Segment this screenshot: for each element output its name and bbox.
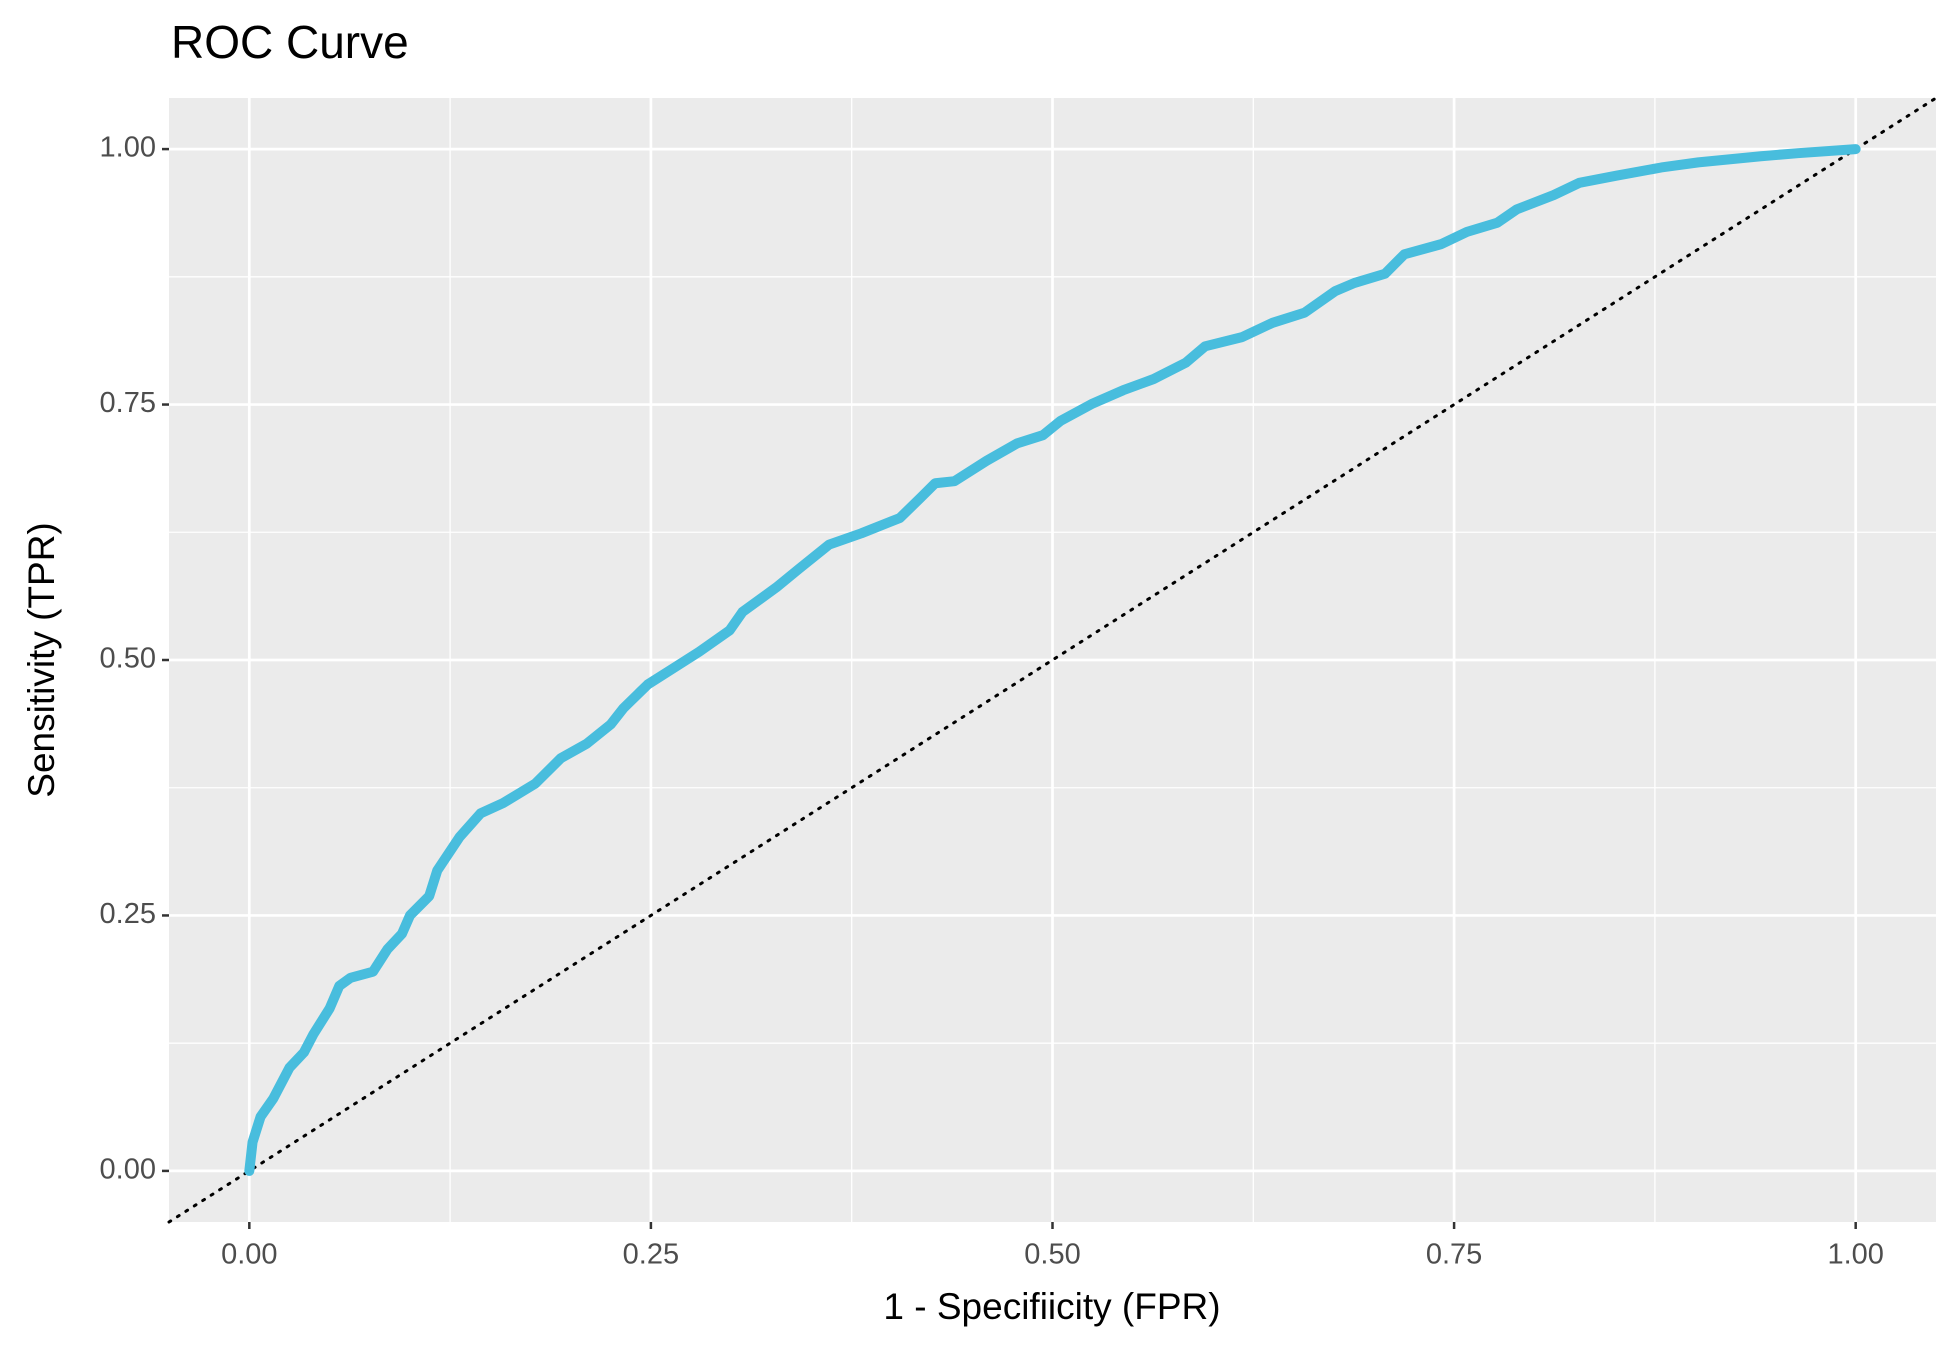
x-tick-label: 0.25 <box>623 1239 679 1271</box>
roc-curve <box>244 144 1861 1176</box>
x-tick-label: 0.00 <box>221 1239 277 1271</box>
y-tick-label: 0.50 <box>100 643 156 675</box>
y-tick-label: 0.00 <box>100 1154 156 1186</box>
x-tick-label: 1.00 <box>1827 1239 1883 1271</box>
y-axis-title: Sensitivity (TPR) <box>21 522 62 797</box>
x-tick-label: 0.75 <box>1426 1239 1482 1271</box>
x-tick-label: 0.50 <box>1024 1239 1080 1271</box>
y-tick-label: 0.25 <box>100 898 156 930</box>
y-tick-label: 0.75 <box>100 387 156 419</box>
reference-diagonal <box>167 96 1938 1224</box>
y-tick-label: 1.00 <box>100 132 156 164</box>
x-axis-title: 1 - Specifiicity (FPR) <box>883 1286 1220 1327</box>
chart-title: ROC Curve <box>171 16 409 68</box>
